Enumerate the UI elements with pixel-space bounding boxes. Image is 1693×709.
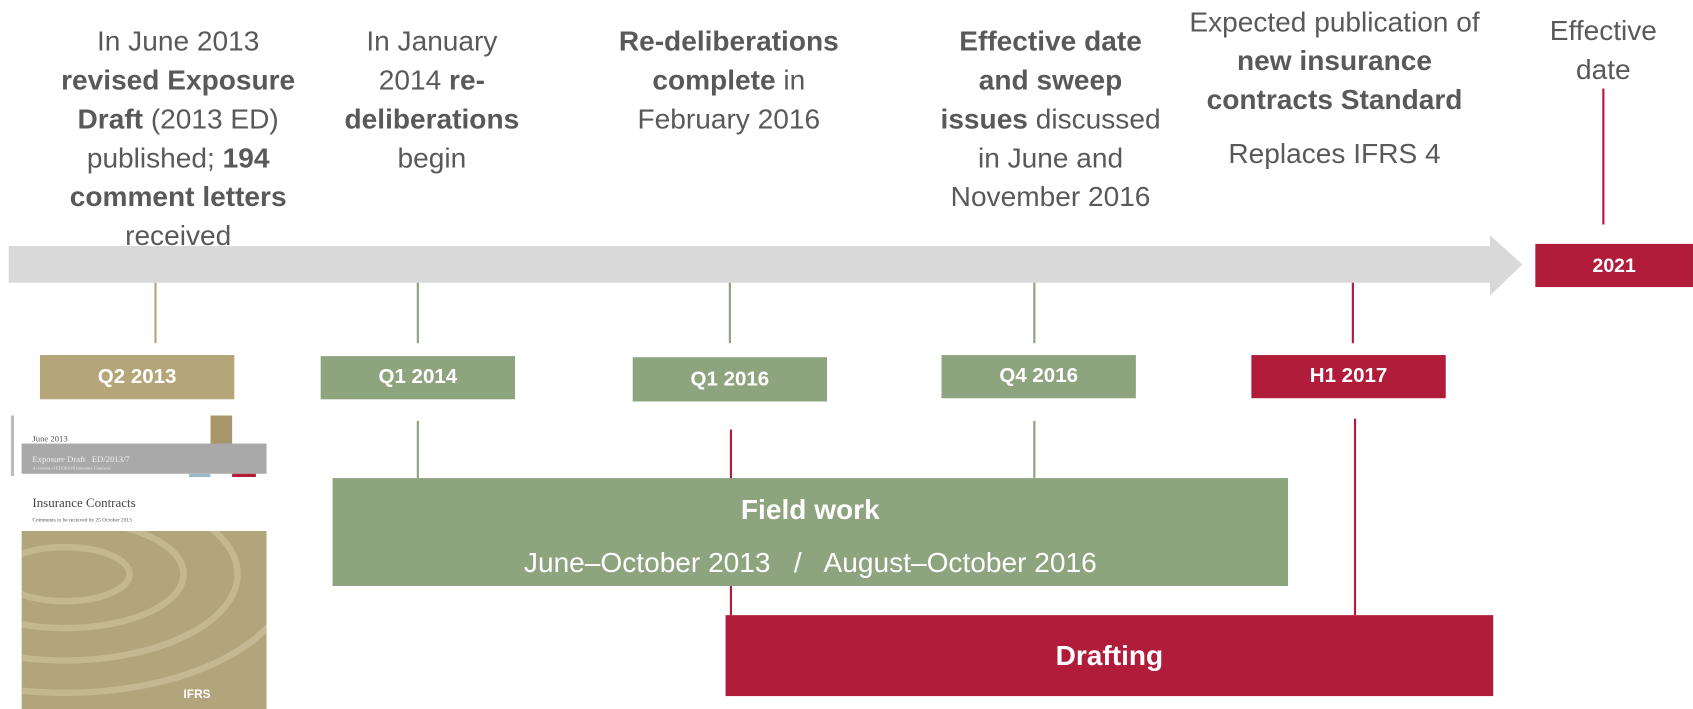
connector: [1352, 283, 1354, 343]
connector: [417, 283, 419, 343]
doc-subtitle: A revision of ED/2010/8 Insurance Contra…: [32, 465, 110, 470]
bold-text: new insurance contracts Standard: [1207, 44, 1463, 115]
connector: [1033, 421, 1035, 478]
connector: [1354, 419, 1356, 615]
milestone-note: Replaces IFRS 4: [1182, 134, 1486, 173]
doc-comments: Comments to be received by 25 October 20…: [32, 518, 131, 523]
doc-artwork: [22, 531, 267, 709]
connector: [1602, 88, 1604, 224]
connector: [1033, 283, 1035, 343]
milestone-description: Re-deliberations complete in February 20…: [599, 22, 858, 139]
milestone-description: Expected publication of new insurance co…: [1182, 2, 1486, 173]
milestone-description: Effective date and sweep issues discusse…: [937, 22, 1164, 216]
period-box: Q4 2016: [941, 355, 1135, 398]
doc-logo: IFRS: [184, 689, 211, 702]
text: begin: [398, 141, 467, 173]
period-box: Q1 2016: [633, 357, 827, 401]
doc-series: Exposure Draft ED/2013/7: [32, 454, 129, 464]
doc-title: Insurance Contracts: [32, 495, 135, 511]
connector: [154, 283, 156, 343]
drafting-phase: Drafting: [726, 615, 1494, 696]
phase-dates: June–October 2013 / August–October 2016: [333, 546, 1289, 579]
text: received: [125, 219, 231, 251]
text: Expected publication of: [1189, 5, 1479, 37]
field-work-phase: Field work June–October 2013 / August–Oc…: [333, 478, 1289, 586]
document-cover: June 2013 Exposure Draft ED/2013/7 A rev…: [11, 415, 267, 709]
connector: [729, 283, 731, 343]
connector: [417, 421, 419, 478]
bold-text: Re-deliberations complete: [619, 25, 839, 96]
milestone-description: In January 2014 re-deliberations begin: [335, 22, 529, 177]
period-box: Q1 2014: [321, 356, 515, 399]
year-box: 2021: [1535, 244, 1693, 287]
timeline: In June 2013 revised Exposure Draft (201…: [0, 0, 1693, 709]
effective-description: Effective date: [1539, 11, 1669, 89]
period-box: H1 2017: [1251, 355, 1445, 398]
text: In June 2013: [97, 25, 259, 57]
period-box: Q2 2013: [40, 355, 234, 399]
phase-title: Field work: [333, 493, 1289, 526]
milestone-description: In June 2013 revised Exposure Draft (201…: [49, 22, 308, 255]
doc-date: June 2013: [32, 434, 67, 444]
